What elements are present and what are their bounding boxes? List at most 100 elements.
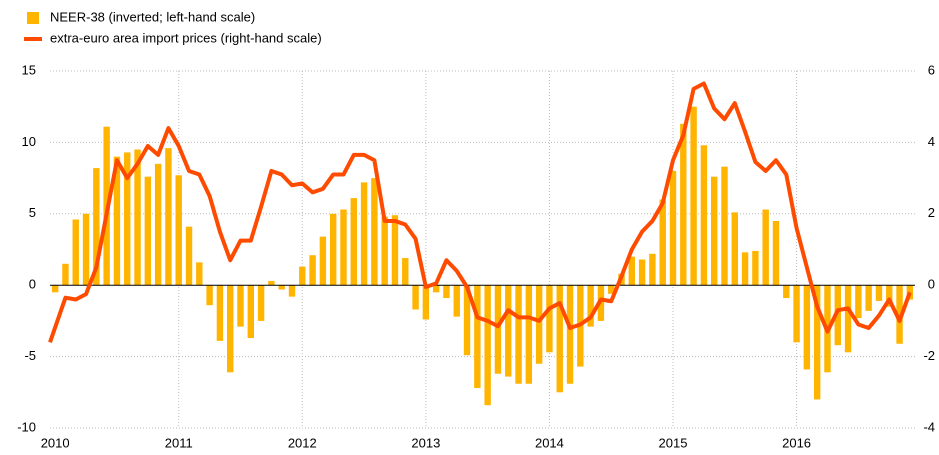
bar: [731, 212, 738, 286]
x-tick-label: 2014: [535, 435, 564, 450]
x-tick-label: 2015: [659, 435, 688, 450]
y2-tick-label: 6: [928, 62, 935, 77]
bar: [669, 170, 677, 286]
bar: [350, 198, 357, 286]
bar: [113, 156, 121, 286]
bar: [896, 285, 903, 344]
bar: [638, 259, 646, 286]
bar: [505, 285, 512, 377]
y-tick-label: 15: [22, 62, 36, 77]
y2-tick-label: 2: [928, 205, 935, 220]
bar: [154, 163, 162, 286]
x-tick-label: 2012: [288, 435, 317, 450]
x-tick-label: 2010: [41, 435, 70, 450]
bar: [834, 285, 841, 346]
bar: [257, 285, 265, 321]
bar: [608, 285, 615, 294]
bar: [216, 285, 224, 341]
bar: [793, 285, 800, 343]
bar: [51, 285, 59, 293]
y-tick-label: 0: [29, 277, 36, 292]
bar: [741, 252, 749, 286]
bar: [268, 280, 275, 286]
legend-label: NEER-38 (inverted; left-hand scale): [50, 9, 255, 24]
bar: [865, 285, 872, 311]
legend-label: extra-euro area import prices (right-han…: [50, 30, 322, 45]
bar: [783, 285, 790, 299]
bar: [175, 175, 182, 286]
x-tick-label: 2011: [165, 435, 193, 450]
bar: [680, 123, 687, 286]
bar: [772, 220, 780, 286]
bar: [227, 285, 234, 373]
bar: [649, 253, 656, 286]
bar: [762, 209, 769, 286]
bar: [371, 178, 378, 286]
bar: [196, 262, 203, 286]
bar: [278, 285, 285, 290]
bar: [721, 166, 728, 286]
bar: [391, 215, 399, 286]
bar: [247, 285, 255, 339]
legend-swatch: [27, 12, 39, 24]
bar: [855, 285, 862, 319]
bar: [710, 176, 718, 286]
bar: [453, 285, 460, 317]
bar: [875, 285, 883, 301]
bar: [546, 285, 553, 353]
bar: [432, 285, 440, 293]
bar: [535, 285, 543, 364]
bar: [659, 199, 666, 286]
x-tick-label: 2016: [782, 435, 811, 450]
y-tick-label: 5: [29, 205, 36, 220]
bar: [556, 285, 563, 393]
bar: [628, 256, 636, 286]
bar: [134, 149, 141, 286]
bar: [299, 266, 306, 286]
bar: [144, 176, 152, 286]
y2-tick-label: 0: [928, 277, 935, 292]
bar: [237, 285, 244, 327]
y-tick-label: 10: [22, 134, 36, 149]
bar: [288, 285, 296, 297]
y2-tick-label: -2: [923, 348, 935, 363]
line: [48, 81, 912, 343]
x-tick-label: 2013: [411, 435, 440, 450]
bar: [82, 213, 90, 286]
bar: [494, 285, 502, 374]
bar: [443, 285, 450, 299]
y2-tick-label: -4: [923, 419, 935, 434]
bar: [515, 285, 522, 384]
bar: [474, 285, 481, 389]
bar: [165, 148, 172, 286]
bar: [329, 213, 337, 286]
y2-tick-label: 4: [928, 134, 935, 149]
bar: [206, 285, 213, 306]
bar: [360, 182, 368, 286]
bar: [803, 285, 811, 370]
bar: [700, 145, 708, 286]
bar: [340, 209, 347, 286]
bar: [402, 258, 409, 286]
bar: [525, 285, 533, 384]
bar: [844, 285, 852, 353]
bar: [484, 285, 491, 406]
bar: [412, 285, 419, 310]
bar: [93, 168, 100, 286]
bar: [813, 285, 821, 400]
y-tick-label: -10: [17, 419, 36, 434]
bar: [381, 216, 388, 286]
bar: [62, 263, 69, 286]
bar: [752, 250, 759, 286]
bar: [587, 285, 594, 327]
bar: [319, 236, 327, 286]
bar: [690, 106, 697, 286]
bar: [72, 219, 79, 286]
bar: [886, 285, 893, 307]
bar: [309, 255, 316, 286]
bar: [463, 285, 471, 356]
bar: [124, 152, 131, 286]
bar: [185, 226, 193, 286]
y-tick-label: -5: [24, 348, 36, 363]
